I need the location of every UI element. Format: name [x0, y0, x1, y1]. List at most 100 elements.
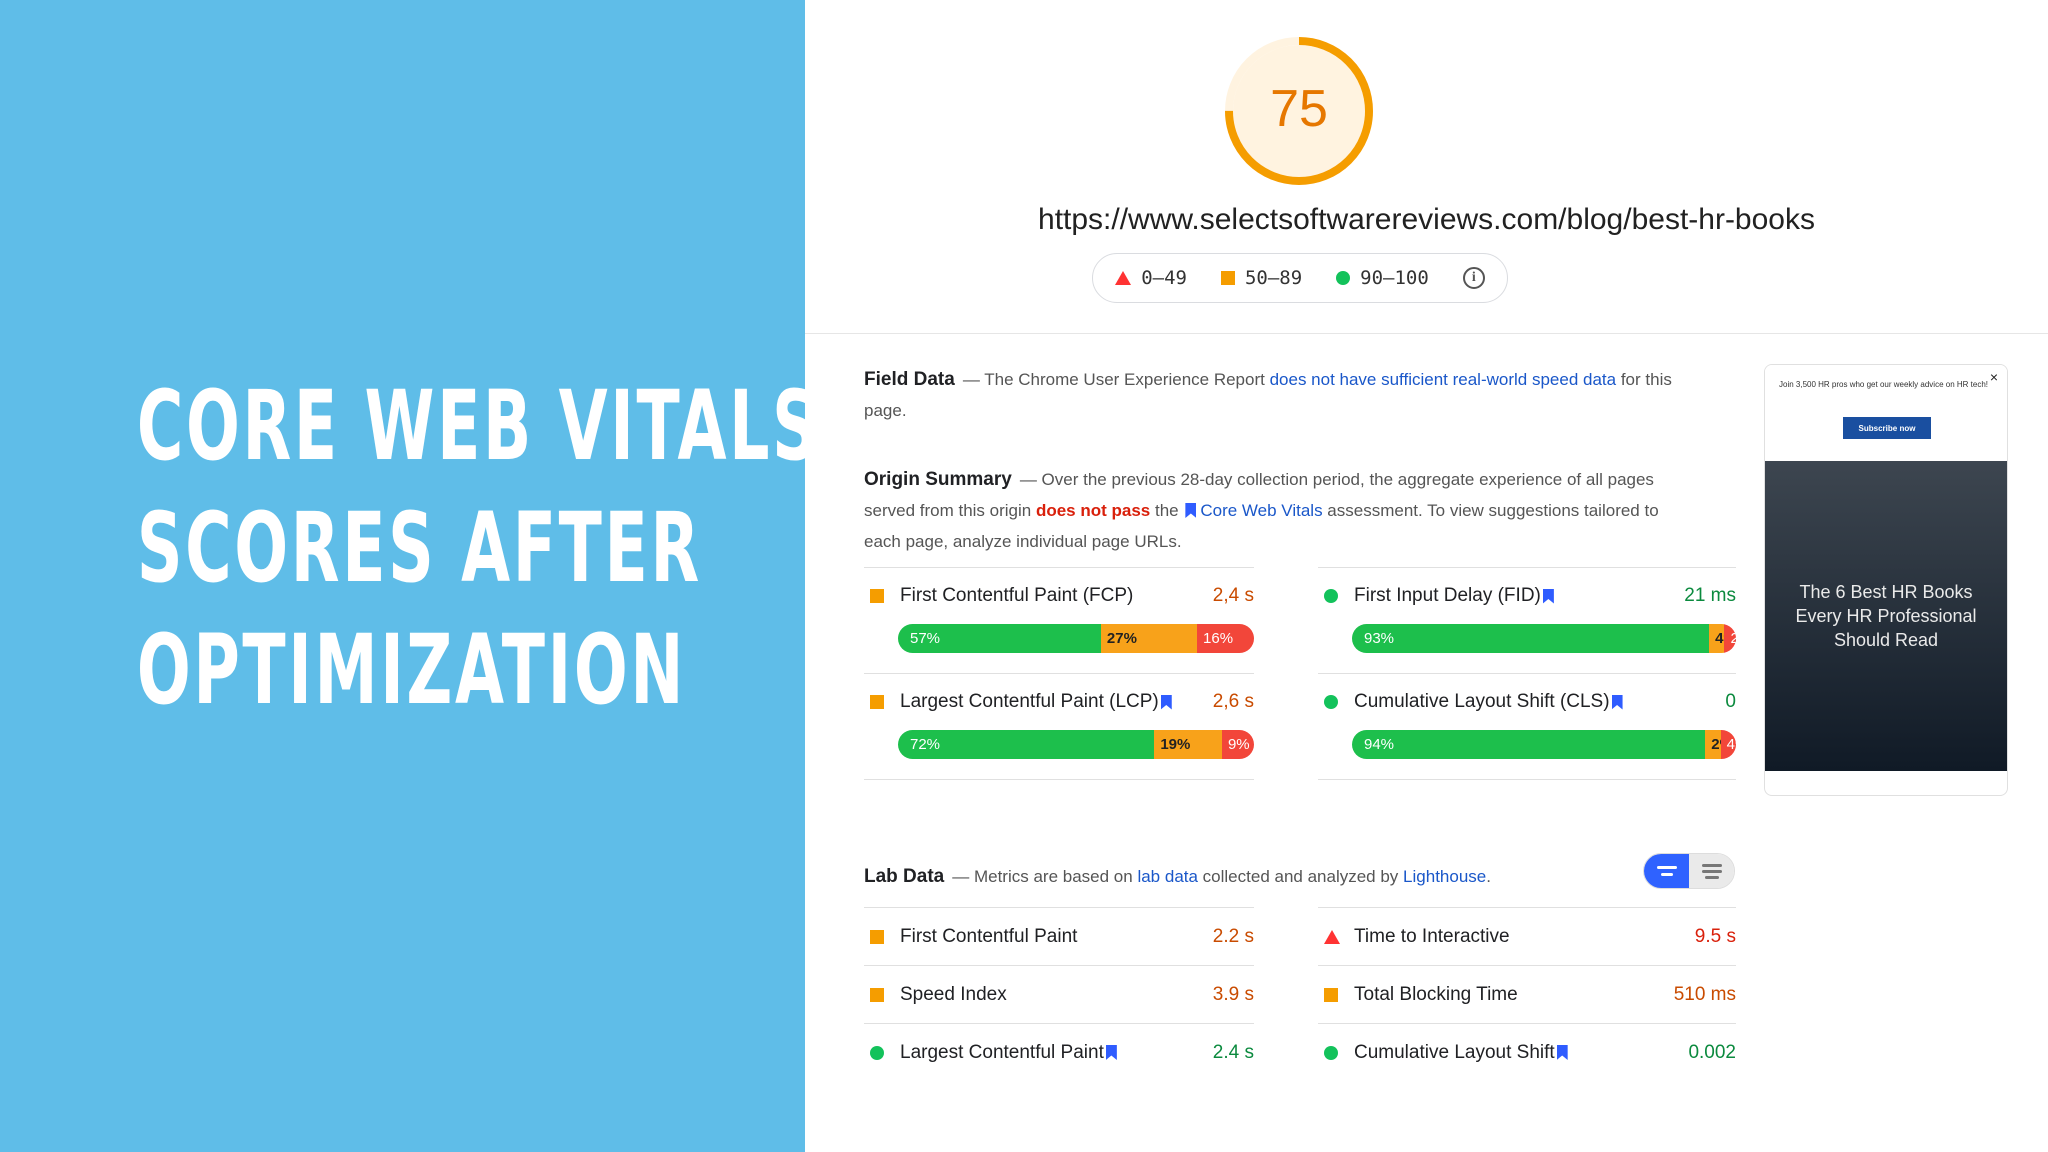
- list-view-icon[interactable]: [1689, 854, 1734, 888]
- triangle-icon: [1324, 929, 1340, 944]
- metric-value: 2,4 s: [1212, 585, 1254, 606]
- page-screenshot-thumbnail: Join 3,500 HR pros who get our weekly ad…: [1764, 364, 2008, 796]
- bookmark-icon: [1160, 694, 1172, 710]
- lab-data-heading: Lab Data: [864, 866, 945, 887]
- field-data-section: Field Data — The Chrome User Experience R…: [864, 369, 1672, 420]
- divider: [864, 779, 1254, 780]
- distribution-bar: 57% 27% 16%: [898, 624, 1254, 653]
- distribution-average: 27%: [1100, 624, 1198, 653]
- metric-name: First Contentful Paint: [900, 925, 1078, 947]
- lab-data-section: Lab Data — Metrics are based on lab data …: [864, 866, 1491, 887]
- lighthouse-link[interactable]: Lighthouse: [1403, 867, 1487, 886]
- page-url: https://www.selectsoftwarereviews.com/bl…: [1038, 203, 1815, 236]
- square-icon: [870, 589, 884, 603]
- field-metric-row: First Contentful Paint (FCP) 2,4 s 57% 27% 1…: [864, 567, 1254, 653]
- bookmark-icon: [1611, 694, 1623, 710]
- divider: [1318, 779, 1736, 780]
- lab-metric-row: Largest Contentful Paint 2.4 s: [864, 1023, 1254, 1081]
- circle-icon: [1324, 1045, 1338, 1060]
- distribution-good: 94%: [1352, 730, 1706, 759]
- circle-icon: [1324, 695, 1338, 709]
- square-icon: [870, 987, 884, 1002]
- legend-average: 50–89: [1220, 267, 1302, 289]
- insufficient-data-link[interactable]: does not have sufficient real-world spee…: [1269, 370, 1617, 389]
- core-web-vitals-link[interactable]: Core Web Vitals: [1200, 501, 1323, 520]
- lab-metric-row: Total Blocking Time 510 ms: [1318, 965, 1736, 1023]
- metric-name: Cumulative Layout Shift: [1354, 1041, 1555, 1063]
- distribution-bar: 93%4%2%: [1352, 624, 1736, 653]
- bookmark-icon: [1185, 503, 1197, 518]
- square-icon: [1324, 987, 1338, 1002]
- info-icon[interactable]: i: [1462, 267, 1485, 289]
- distribution-poor: 16%: [1197, 624, 1254, 653]
- distribution-poor: 9%: [1221, 730, 1254, 759]
- lab-metric-row: Cumulative Layout Shift 0.002: [1318, 1023, 1736, 1081]
- circle-icon: [1324, 589, 1338, 603]
- fail-label: does not pass: [1035, 501, 1151, 520]
- bookmark-icon: [1105, 1045, 1117, 1060]
- metric-name: Largest Contentful Paint: [900, 1041, 1104, 1063]
- lab-data-link[interactable]: lab data: [1137, 867, 1198, 886]
- view-toggle[interactable]: [1643, 853, 1735, 889]
- field-metrics-right: First Input Delay (FID)21 ms93%4%2%Cumul…: [1318, 567, 1736, 780]
- newsletter-banner: Join 3,500 HR pros who get our weekly ad…: [1765, 365, 2007, 461]
- field-metric-row: First Input Delay (FID) 21 ms 93%4%2%: [1318, 567, 1736, 653]
- lab-metrics-left: First Contentful Paint 2.2 s Speed Index 3.…: [864, 907, 1254, 1081]
- lab-metric-row: Time to Interactive 9.5 s: [1318, 907, 1736, 965]
- performance-score: 75: [1270, 80, 1328, 138]
- metric-name: Largest Contentful Paint (LCP): [900, 691, 1159, 712]
- bookmark-icon: [1542, 588, 1554, 604]
- metric-value: 2.2 s: [1212, 925, 1254, 947]
- circle-icon: [1336, 271, 1351, 285]
- distribution-average: 19%: [1154, 730, 1222, 759]
- legend-poor: 0–49: [1115, 267, 1187, 289]
- field-metric-row: Cumulative Layout Shift (CLS) 0 94%2%4%: [1318, 673, 1736, 759]
- close-icon: ×: [1989, 369, 1998, 385]
- square-icon: [1220, 271, 1235, 285]
- lab-metric-row: First Contentful Paint 2.2 s: [864, 907, 1254, 965]
- metric-value: 2.4 s: [1212, 1041, 1254, 1063]
- slide-title: CORE WEB VITALS SCORES AFTER OPTIMIZATIO…: [136, 365, 821, 731]
- lab-metrics-right: Time to Interactive 9.5 s Total Blocking T…: [1318, 907, 1736, 1081]
- distribution-poor: 4%: [1720, 730, 1736, 759]
- metric-value: 21 ms: [1684, 585, 1736, 606]
- slide-title-line-3: OPTIMIZATION: [136, 614, 686, 726]
- metric-name: Speed Index: [900, 983, 1007, 1005]
- circle-icon: [870, 1045, 884, 1060]
- distribution-good: 93%: [1352, 624, 1710, 653]
- subscribe-button: Subscribe now: [1843, 417, 1931, 439]
- distribution-average: 4%: [1709, 624, 1736, 653]
- square-icon: [870, 695, 884, 709]
- field-data-heading: Field Data: [864, 369, 955, 390]
- distribution-poor: 2%: [1724, 624, 1736, 653]
- triangle-icon: [1115, 271, 1132, 285]
- score-legend: 0–49 50–89 90–100 i: [1092, 253, 1508, 303]
- square-icon: [870, 929, 884, 944]
- field-metrics-left: First Contentful Paint (FCP) 2,4 s 57% 27% 1…: [864, 567, 1254, 780]
- lab-metric-row: Speed Index 3.9 s: [864, 965, 1254, 1023]
- metric-value: 2,6 s: [1212, 691, 1254, 712]
- metric-value: 9.5 s: [1694, 925, 1736, 947]
- legend-good: 90–100: [1336, 267, 1429, 289]
- metric-name: First Contentful Paint (FCP): [900, 585, 1134, 606]
- distribution-good: 72%: [898, 730, 1155, 759]
- score-gauge-arc: [1225, 37, 1373, 185]
- metric-name: First Input Delay (FID): [1354, 585, 1541, 606]
- summary-view-icon[interactable]: [1644, 854, 1689, 888]
- distribution-good: 57%: [898, 624, 1101, 653]
- metric-name: Cumulative Layout Shift (CLS): [1354, 691, 1610, 712]
- slide-title-panel: CORE WEB VITALS SCORES AFTER OPTIMIZATIO…: [0, 0, 821, 1152]
- divider: [805, 333, 2048, 334]
- metric-name: Total Blocking Time: [1354, 983, 1518, 1005]
- score-gauge: [1225, 37, 1373, 185]
- distribution-bar: 94%2%4%: [1352, 730, 1736, 759]
- slide-title-line-1: CORE WEB VITALS: [136, 370, 821, 482]
- slide-title-line-2: SCORES AFTER: [136, 492, 702, 604]
- bookmark-icon: [1556, 1045, 1568, 1060]
- metric-value: 0.002: [1688, 1041, 1736, 1063]
- field-metric-row: Largest Contentful Paint (LCP) 2,6 s 72% 19…: [864, 673, 1254, 759]
- metric-value: 3.9 s: [1212, 983, 1254, 1005]
- metric-value: 510 ms: [1673, 983, 1736, 1005]
- metric-value: 0: [1725, 691, 1736, 712]
- origin-summary-section: Origin Summary — Over the previous 28-day…: [864, 469, 1659, 551]
